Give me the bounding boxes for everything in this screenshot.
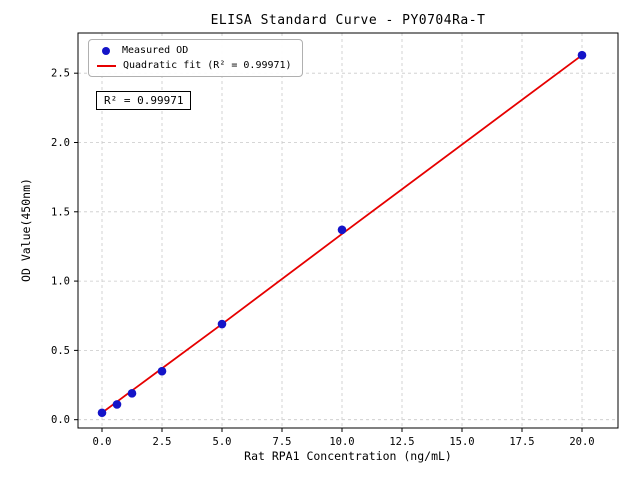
x-axis-label: Rat RPA1 Concentration (ng/mL) [244,449,452,463]
x-tick-label: 5.0 [213,436,232,448]
legend: Measured OD Quadratic fit (R² = 0.99971) [88,39,303,77]
legend-item-measured-od: Measured OD [97,45,292,56]
data-point [157,366,167,376]
y-tick-label: 2.5 [51,68,70,80]
data-point [112,400,122,409]
data-point [337,225,347,235]
chart-title: ELISA Standard Curve - PY0704Ra-T [210,13,486,28]
x-tick-label: 12.5 [389,436,414,448]
data-point [127,389,137,398]
data-point [97,408,107,418]
y-tick-label: 1.0 [51,276,70,288]
x-tick-label: 10.0 [329,436,354,448]
plot-border [77,32,619,429]
legend-item-quadratic-fit: Quadratic fit (R² = 0.99971) [97,60,292,71]
y-tick-label: 0.0 [51,414,70,426]
data-point [577,50,587,60]
x-tick-label: 20.0 [569,436,594,448]
line-marker-icon [97,64,116,67]
r-squared-annotation: R² = 0.99971 [96,91,192,110]
y-tick-label: 2.0 [51,137,70,149]
x-tick-label: 15.0 [449,436,474,448]
y-tick-label: 0.5 [51,345,70,357]
scatter-marker-icon [102,46,110,55]
legend-label-quadratic-fit: Quadratic fit (R² = 0.99971) [123,60,292,71]
data-point [217,319,227,329]
x-tick-label: 7.5 [273,436,292,448]
legend-label-measured-od: Measured OD [122,45,189,56]
y-axis-label: OD Value(450nm) [19,178,33,282]
x-tick-label: 17.5 [509,436,534,448]
y-tick-label: 1.5 [51,206,70,218]
x-tick-label: 2.5 [153,436,172,448]
x-tick-label: 0.0 [93,436,112,448]
